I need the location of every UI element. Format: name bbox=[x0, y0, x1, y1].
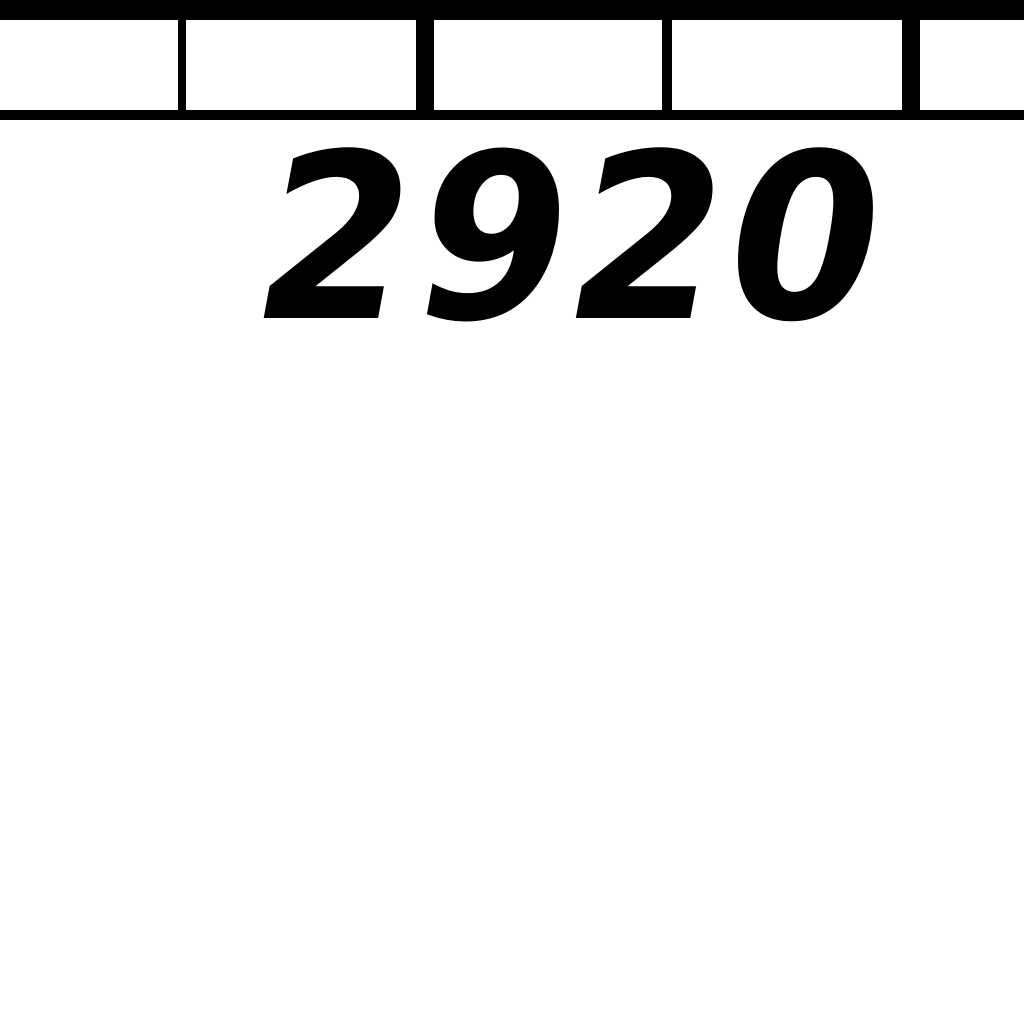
ruler-bottom-rail bbox=[0, 110, 1024, 120]
scale-label: 2920 bbox=[262, 106, 887, 373]
scale-ruler bbox=[0, 0, 1024, 120]
ruler-divider-4 bbox=[902, 0, 920, 110]
ruler-divider-1 bbox=[178, 20, 186, 110]
ruler-top-rail bbox=[0, 0, 1024, 20]
ruler-divider-3 bbox=[662, 20, 672, 110]
ruler-divider-2 bbox=[416, 20, 434, 110]
